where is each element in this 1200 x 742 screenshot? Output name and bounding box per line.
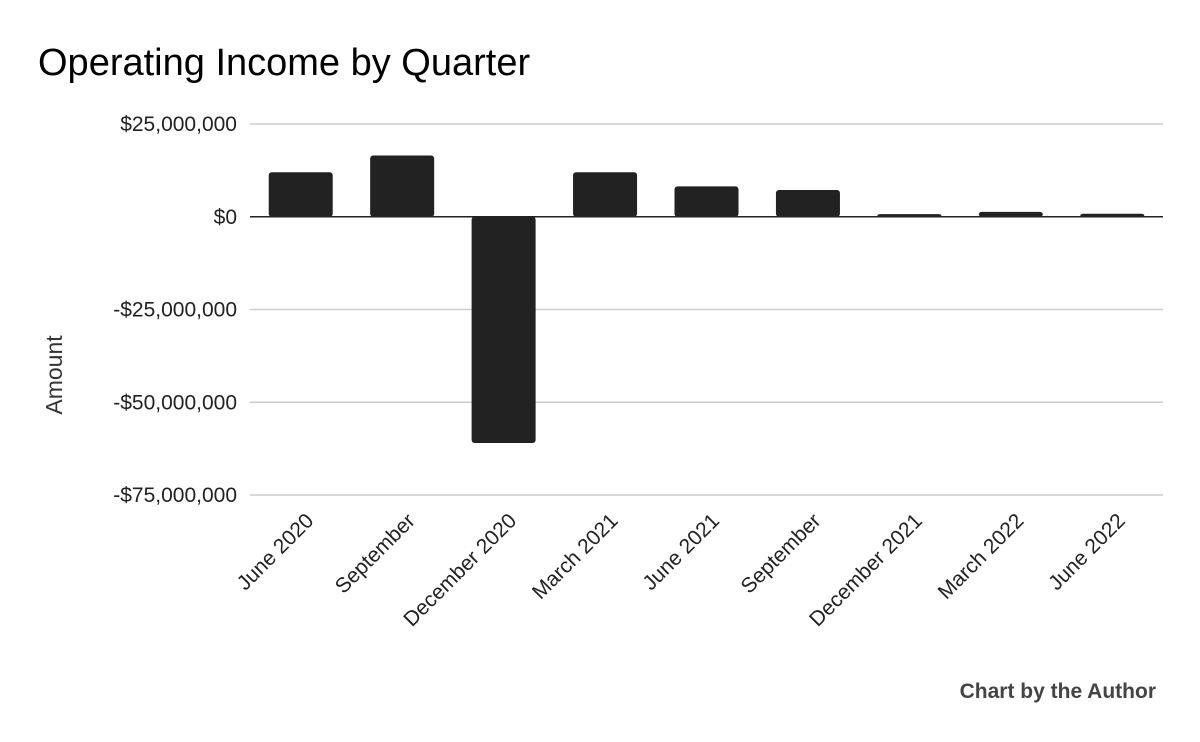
bar (674, 186, 739, 217)
chart-title: Operating Income by Quarter (38, 42, 530, 84)
bar (978, 211, 1043, 217)
bar (775, 190, 840, 217)
chart-credit: Chart by the Author (960, 680, 1156, 703)
bar (268, 172, 333, 217)
y-tick-label: -$25,000,000 (113, 299, 237, 322)
x-tick-label: March 2021 (528, 509, 623, 604)
y-axis-ticks: $25,000,000 $0 -$25,000,000 -$50,000,000 -$7… (113, 113, 237, 507)
bar (370, 155, 435, 217)
bar (471, 216, 536, 444)
x-tick-label: June 2022 (1044, 509, 1130, 595)
x-tick-label: June 2021 (638, 509, 724, 595)
x-tick-label: September (331, 509, 420, 598)
gridlines (250, 123, 1163, 496)
bar (573, 172, 638, 217)
y-tick-label: -$75,000,000 (113, 484, 237, 507)
y-axis-label: Amount (41, 335, 67, 415)
bars (268, 155, 1145, 444)
y-tick-label: -$50,000,000 (113, 391, 237, 414)
y-tick-label: $25,000,000 (120, 113, 237, 136)
x-tick-label: March 2022 (934, 509, 1029, 604)
x-tick-label: June 2020 (233, 509, 319, 595)
y-tick-label: $0 (214, 206, 237, 229)
x-tick-label: September (737, 509, 826, 598)
